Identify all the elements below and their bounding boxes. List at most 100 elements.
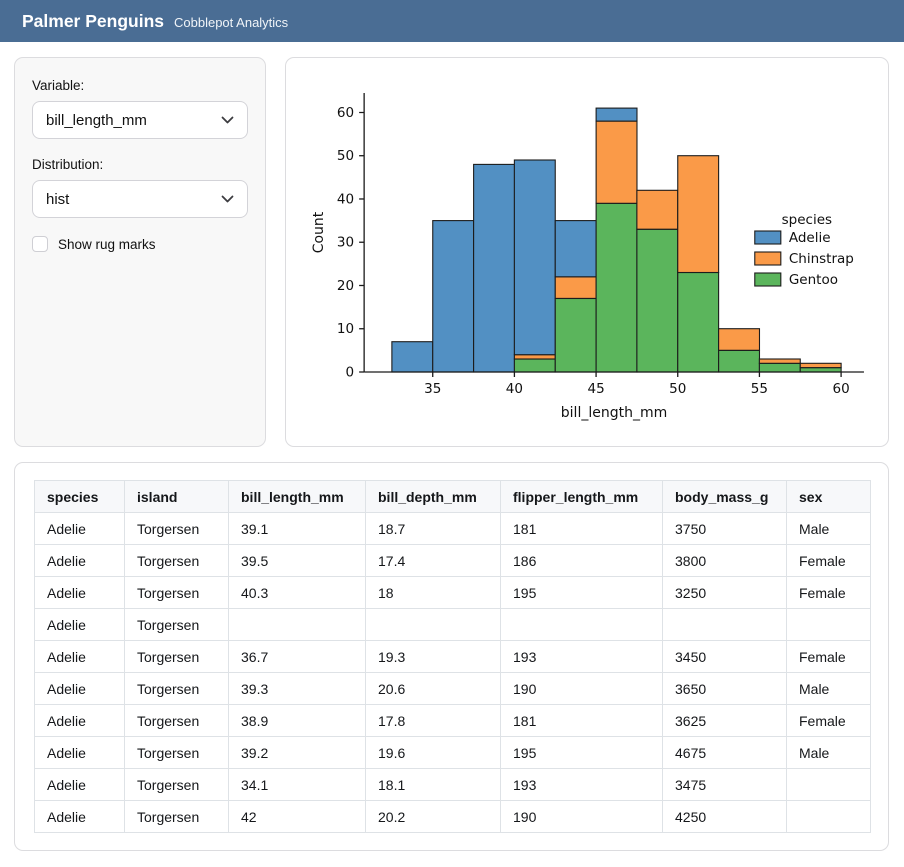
- column-header-island: island: [124, 480, 229, 513]
- rug-checkbox[interactable]: [32, 236, 48, 252]
- top-row: Variable: bill_length_mm Distribution: h…: [14, 57, 889, 447]
- hist-bar-adelie: [473, 163, 516, 373]
- table-cell: Adelie: [34, 736, 125, 769]
- variable-label: Variable:: [32, 78, 85, 93]
- table-cell: Female: [786, 544, 871, 577]
- distribution-select-value: hist: [46, 190, 70, 208]
- table-cell: Torgersen: [124, 736, 229, 769]
- x-tick-label: 55: [751, 381, 768, 397]
- y-axis-label: Count: [311, 211, 327, 253]
- hist-bar-gentoo: [513, 358, 556, 373]
- hist-bar-adelie: [595, 107, 638, 122]
- distribution-select[interactable]: hist: [32, 180, 248, 218]
- table-cell: Torgersen: [124, 640, 229, 673]
- table-row: Adelie Torgersen 39.1 18.7 181 3750 Male: [34, 512, 871, 545]
- table-cell: 3625: [662, 704, 787, 737]
- chevron-down-icon: [221, 195, 234, 203]
- table-cell: Adelie: [34, 800, 125, 833]
- hist-bar-gentoo: [718, 349, 761, 373]
- table-cell: 36.7: [228, 640, 366, 673]
- rug-checkbox-row: Show rug marks: [32, 236, 248, 252]
- table-cell: 4250: [662, 800, 787, 833]
- table-cell: Torgersen: [124, 768, 229, 801]
- column-header-flipper_length_mm: flipper_length_mm: [500, 480, 663, 513]
- legend-swatch-chinstrap: [754, 251, 782, 266]
- table-cell: 39.5: [228, 544, 366, 577]
- y-tick-label: 10: [337, 321, 354, 337]
- table-cell: 195: [500, 576, 663, 609]
- hist-bar-chinstrap: [554, 276, 597, 299]
- variable-select[interactable]: bill_length_mm: [32, 101, 248, 139]
- table-cell: Torgersen: [124, 608, 229, 641]
- table-cell: Male: [786, 512, 871, 545]
- column-header-bill_length_mm: bill_length_mm: [228, 480, 366, 513]
- hist-bar-gentoo: [595, 202, 638, 373]
- legend-label-chinstrap: Chinstrap: [789, 251, 854, 267]
- column-header-body_mass_g: body_mass_g: [662, 480, 787, 513]
- table-cell: 39.1: [228, 512, 366, 545]
- app-header: Palmer Penguins Cobblepot Analytics: [0, 0, 904, 42]
- hist-bar-adelie: [432, 220, 475, 373]
- table-cell: 18.1: [365, 768, 501, 801]
- table-cell: 3650: [662, 672, 787, 705]
- table-cell: Torgersen: [124, 672, 229, 705]
- variable-select-value: bill_length_mm: [46, 111, 147, 129]
- table-cell: Adelie: [34, 512, 125, 545]
- table-cell: 20.2: [365, 800, 501, 833]
- x-tick-label: 45: [587, 381, 604, 397]
- table-cell: 193: [500, 640, 663, 673]
- table-cell: 4675: [662, 736, 787, 769]
- x-tick-label: 40: [506, 381, 523, 397]
- table-cell: Adelie: [34, 704, 125, 737]
- table-cell: [786, 800, 871, 833]
- table-cell: Torgersen: [124, 576, 229, 609]
- table-cell: 3450: [662, 640, 787, 673]
- hist-bar-gentoo: [636, 228, 679, 373]
- y-tick-label: 20: [337, 278, 354, 294]
- table-cell: [500, 608, 663, 641]
- x-tick-label: 50: [669, 381, 686, 397]
- hist-bar-gentoo: [677, 271, 720, 373]
- hist-bar-adelie: [554, 220, 597, 278]
- table-cell: 17.8: [365, 704, 501, 737]
- penguins-table: species island bill_length_mm bill_depth_mm…: [34, 480, 871, 833]
- app-title: Palmer Penguins: [22, 11, 164, 31]
- rug-checkbox-label: Show rug marks: [58, 236, 156, 252]
- table-cell: Torgersen: [124, 544, 229, 577]
- table-row: Adelie Torgersen 42 20.2 190 4250: [34, 800, 871, 833]
- table-cell: 3800: [662, 544, 787, 577]
- table-cell: [786, 768, 871, 801]
- table-cell: 190: [500, 672, 663, 705]
- hist-bar-gentoo: [554, 297, 597, 373]
- y-tick-label: 30: [337, 235, 354, 251]
- table-cell: 34.1: [228, 768, 366, 801]
- table-cell: Male: [786, 672, 871, 705]
- table-cell: Adelie: [34, 768, 125, 801]
- table-cell: Adelie: [34, 672, 125, 705]
- x-tick-label: 35: [424, 381, 441, 397]
- table-row: Adelie Torgersen 39.2 19.6 195 4675 Male: [34, 736, 871, 769]
- legend-label-adelie: Adelie: [789, 230, 831, 246]
- table-cell: Male: [786, 736, 871, 769]
- table-cell: 190: [500, 800, 663, 833]
- hist-bar-chinstrap: [799, 362, 842, 369]
- table-cell: [662, 608, 787, 641]
- column-header-species: species: [34, 480, 125, 513]
- table-row: Adelie Torgersen 39.3 20.6 190 3650 Male: [34, 672, 871, 705]
- chart-panel: 35 40 45 50 55 60 0 10 20 30 40 50 60 bill_length_mm C…: [285, 57, 889, 447]
- table-cell: 38.9: [228, 704, 366, 737]
- y-tick-label: 40: [337, 191, 354, 207]
- histogram-chart: 35 40 45 50 55 60 0 10 20 30 40 50 60 bill_length_mm C…: [311, 93, 864, 421]
- table-cell: 18: [365, 576, 501, 609]
- table-row: Adelie Torgersen 34.1 18.1 193 3475: [34, 768, 871, 801]
- table-cell: 3475: [662, 768, 787, 801]
- table-cell: [365, 608, 501, 641]
- legend-title: species: [782, 212, 832, 228]
- table-cell: 181: [500, 704, 663, 737]
- table-cell: 42: [228, 800, 366, 833]
- table-cell: 40.3: [228, 576, 366, 609]
- y-tick-label: 60: [337, 105, 354, 121]
- table-row: Adelie Torgersen: [34, 608, 871, 641]
- table-cell: 3750: [662, 512, 787, 545]
- column-header-bill_depth_mm: bill_depth_mm: [365, 480, 501, 513]
